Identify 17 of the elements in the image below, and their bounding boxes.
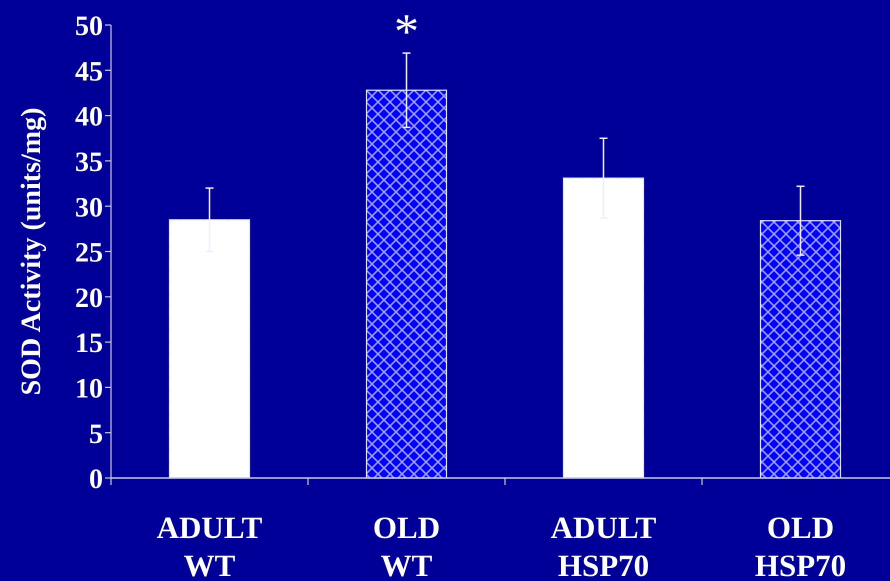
x-tick-label: OLD WT (372, 510, 440, 581)
y-tick-label: 20 (75, 282, 103, 314)
x-tick-label: OLD HSP70 (754, 510, 846, 581)
y-axis-title: SOD Activity (units/mg) (16, 108, 47, 396)
annotation: * (394, 3, 419, 59)
y-tick-label: 0 (89, 464, 103, 496)
y-tick-label: 40 (75, 102, 103, 133)
y-tick-label: 45 (75, 56, 103, 88)
y-tick-label: 50 (75, 11, 103, 42)
y-tick-label: 15 (75, 328, 103, 360)
x-tick-label: ADULT HSP70 (550, 510, 657, 581)
y-tick-label: 10 (75, 373, 103, 404)
y-tick-label: 5 (89, 418, 103, 450)
y-tick-label: 30 (75, 192, 103, 224)
y-tick-label: 35 (75, 146, 103, 178)
x-tick-label: ADULT WT (156, 510, 263, 581)
y-tick-label: 25 (75, 238, 103, 269)
